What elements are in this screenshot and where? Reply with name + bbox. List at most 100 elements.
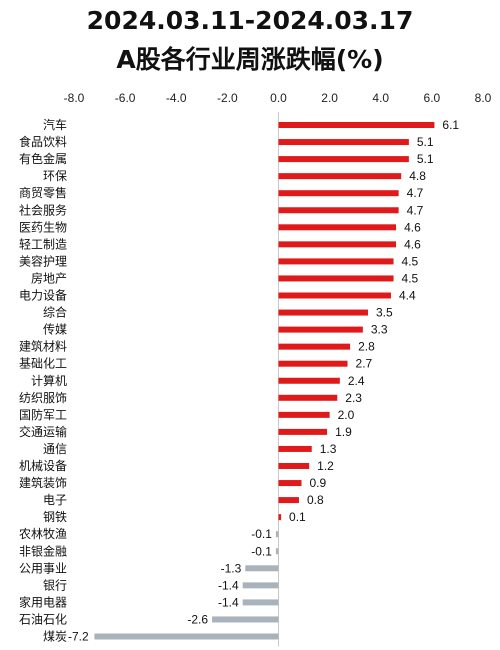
x-tick-label: -8.0 xyxy=(64,91,85,105)
value-label: -0.1 xyxy=(251,527,272,541)
value-label: 2.4 xyxy=(348,374,365,388)
value-label: 2.7 xyxy=(356,357,373,371)
category-label: 通信 xyxy=(43,442,67,456)
category-label: 环保 xyxy=(43,169,67,183)
bar xyxy=(278,190,399,197)
bar xyxy=(278,139,409,146)
value-label: 1.3 xyxy=(320,442,337,456)
value-label: 0.1 xyxy=(289,510,306,524)
category-label: 机械设备 xyxy=(19,458,67,473)
value-label: 1.2 xyxy=(317,459,334,473)
category-label: 家用电器 xyxy=(19,594,67,609)
category-label: 石油石化 xyxy=(19,612,67,626)
bar xyxy=(278,122,435,128)
value-label: 4.4 xyxy=(399,289,416,303)
category-label: 电力设备 xyxy=(19,289,67,303)
bar xyxy=(242,582,279,589)
value-label: 5.1 xyxy=(417,152,434,166)
bar xyxy=(278,411,330,418)
bar xyxy=(278,480,302,487)
category-label: 钢铁 xyxy=(43,510,67,524)
category-label: 非银金融 xyxy=(19,543,67,558)
category-label: 社会服务 xyxy=(19,202,67,217)
x-tick-label: 4.0 xyxy=(372,91,389,105)
value-label: 4.8 xyxy=(409,169,426,183)
value-label: 3.3 xyxy=(371,323,388,337)
bar xyxy=(278,224,397,231)
category-label: 银行 xyxy=(43,578,67,592)
value-label: -1.4 xyxy=(218,578,239,592)
bar xyxy=(278,377,340,384)
value-label: 3.5 xyxy=(376,306,393,320)
bar xyxy=(278,275,394,282)
value-label: 4.7 xyxy=(407,186,424,200)
value-label: 4.6 xyxy=(404,237,421,251)
category-label: 轻工制造 xyxy=(19,237,67,251)
category-label: 建筑材料 xyxy=(19,339,67,354)
value-label: 1.9 xyxy=(335,425,352,439)
category-label: 电子 xyxy=(43,493,67,507)
bar xyxy=(278,445,312,452)
category-label: 建筑装饰 xyxy=(19,475,67,490)
category-label: 煤炭 xyxy=(43,630,67,644)
category-label: 纺织服饰 xyxy=(19,391,67,405)
category-label: 基础化工 xyxy=(19,357,67,371)
category-label: 国防军工 xyxy=(19,407,67,422)
category-label: 汽车 xyxy=(43,117,67,132)
bar xyxy=(278,241,397,248)
category-label: 农林牧渔 xyxy=(19,527,67,541)
bar xyxy=(278,309,368,316)
x-tick-label: -2.0 xyxy=(217,91,238,105)
bar xyxy=(278,207,399,214)
bar xyxy=(275,548,279,555)
bar xyxy=(278,292,391,299)
value-label: -0.1 xyxy=(251,544,272,558)
value-label: 4.5 xyxy=(402,271,419,285)
x-tick-label: 6.0 xyxy=(424,91,441,105)
value-label: -2.6 xyxy=(187,612,208,626)
bar xyxy=(278,497,299,504)
category-label: 美容护理 xyxy=(19,253,67,268)
bar xyxy=(278,173,402,180)
bar xyxy=(278,463,310,469)
bar xyxy=(242,599,279,606)
category-label: 有色金属 xyxy=(19,151,67,166)
x-tick-label: -4.0 xyxy=(166,91,187,105)
bar xyxy=(278,428,328,435)
category-label: 交通运输 xyxy=(19,424,67,439)
bar xyxy=(94,633,279,640)
bar xyxy=(278,343,351,350)
bar xyxy=(212,616,279,623)
category-label: 综合 xyxy=(43,305,67,320)
value-label: 2.8 xyxy=(358,340,375,354)
bar xyxy=(275,531,279,538)
category-label: 医药生物 xyxy=(19,220,67,234)
x-tick-label: -6.0 xyxy=(115,91,136,105)
category-label: 计算机 xyxy=(31,373,67,388)
chart-title-line2: A股各行业周涨跌幅(%) xyxy=(116,45,384,74)
x-tick-label: 2.0 xyxy=(321,91,338,105)
bar xyxy=(278,258,394,265)
bar xyxy=(245,565,279,572)
category-label: 房地产 xyxy=(31,270,67,285)
value-label: -1.3 xyxy=(221,561,242,575)
x-tick-label: 0.0 xyxy=(270,91,287,105)
bar xyxy=(278,326,363,333)
x-tick-label: 8.0 xyxy=(475,91,492,105)
bar xyxy=(278,360,348,367)
value-label: 4.6 xyxy=(404,220,421,234)
value-label: 4.5 xyxy=(402,254,419,268)
bar xyxy=(278,514,282,521)
value-label: 0.9 xyxy=(310,476,327,490)
bar xyxy=(278,394,338,401)
value-label: 2.0 xyxy=(338,408,355,422)
category-label: 商贸零售 xyxy=(19,185,67,200)
category-label: 公用事业 xyxy=(19,561,67,575)
chart-title-line1: 2024.03.11-2024.03.17 xyxy=(86,6,414,35)
value-label: 5.1 xyxy=(417,135,434,149)
value-label: 2.3 xyxy=(345,391,362,405)
category-label: 传媒 xyxy=(43,322,67,337)
bar xyxy=(278,156,409,163)
value-label: -7.2 xyxy=(68,630,89,644)
value-label: 0.8 xyxy=(307,493,324,507)
